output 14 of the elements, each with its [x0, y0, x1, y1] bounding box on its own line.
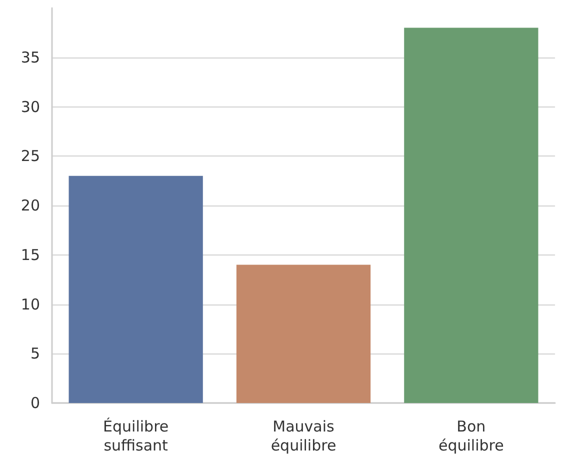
bar — [236, 264, 371, 403]
x-tick-label: Bon équilibre — [438, 418, 504, 454]
y-tick-label: 15 — [20, 246, 40, 264]
x-tick-label: Mauvais équilibre — [270, 418, 336, 454]
y-tick-label: 5 — [30, 344, 40, 363]
x-tick-label: Équilibre suffisant — [103, 418, 169, 454]
y-tick-label: 20 — [20, 196, 40, 214]
bar — [68, 176, 203, 403]
bar — [404, 28, 538, 403]
y-tick-label: 25 — [20, 147, 40, 166]
y-tick-label: 10 — [20, 295, 40, 314]
y-tick-label: 30 — [20, 98, 40, 116]
y-tick-label: 35 — [20, 48, 40, 66]
y-tick-label: 0 — [30, 394, 40, 412]
